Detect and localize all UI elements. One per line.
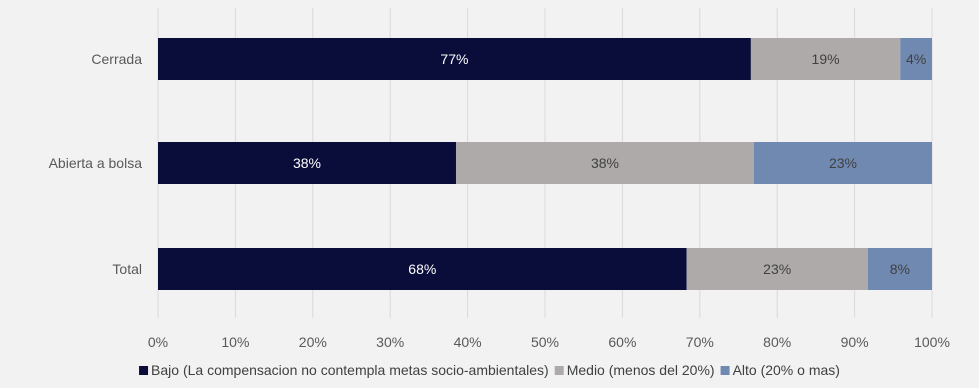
bar-segment <box>158 38 751 80</box>
data-label: 68% <box>408 261 436 277</box>
data-label: 38% <box>293 155 321 171</box>
bars: 77% 19% 4% 38% 38% 23% 68% 23% 8% <box>158 38 932 290</box>
x-tick-label: 30% <box>376 334 404 350</box>
x-tick-label: 70% <box>686 334 714 350</box>
data-label: 19% <box>812 51 840 67</box>
category-label: Abierta a bolsa <box>49 155 143 171</box>
bar-segment <box>867 248 932 290</box>
x-tick-label: 80% <box>763 334 791 350</box>
x-tick-label: 100% <box>914 334 950 350</box>
category-labels: Cerrada Abierta a bolsa Total <box>49 51 143 277</box>
bar-segment <box>158 142 456 184</box>
legend-label: Bajo (La compensacion no contempla metas… <box>151 362 549 378</box>
legend-item: Alto (20% o mas) <box>720 362 840 378</box>
data-label: 8% <box>890 261 910 277</box>
legend-label: Alto (20% o mas) <box>733 362 840 378</box>
data-label: 23% <box>829 155 857 171</box>
x-tick-label: 50% <box>531 334 559 350</box>
legend-swatch <box>720 366 730 375</box>
legend-swatch <box>554 366 564 375</box>
bar-segment <box>753 142 932 184</box>
category-label: Total <box>112 261 142 277</box>
bar-segment <box>158 248 687 290</box>
bar-segment <box>750 38 901 80</box>
legend-label: Medio (menos del 20%) <box>567 362 715 378</box>
data-label: 77% <box>440 51 468 67</box>
legend-item: Bajo (La compensacion no contempla metas… <box>139 362 549 378</box>
category-label: Cerrada <box>91 51 142 67</box>
x-tick-label: 10% <box>221 334 249 350</box>
legend-swatch <box>139 366 149 375</box>
data-label: 23% <box>763 261 791 277</box>
bar-segment <box>455 142 754 184</box>
x-tick-label: 0% <box>148 334 168 350</box>
bar-segment <box>686 248 868 290</box>
x-tick-label: 90% <box>841 334 869 350</box>
data-label: 38% <box>591 155 619 171</box>
bar-segment <box>900 38 932 80</box>
legend: Bajo (La compensacion no contempla metas… <box>139 362 840 378</box>
legend-item: Medio (menos del 20%) <box>554 362 715 378</box>
x-tick-label: 20% <box>299 334 327 350</box>
x-tick-label: 40% <box>454 334 482 350</box>
x-tick-label: 60% <box>608 334 636 350</box>
data-label: 4% <box>906 51 926 67</box>
x-axis-tick-labels: 0% 10% 20% 30% 40% 50% 60% 70% 80% 90% 100% <box>148 334 950 350</box>
